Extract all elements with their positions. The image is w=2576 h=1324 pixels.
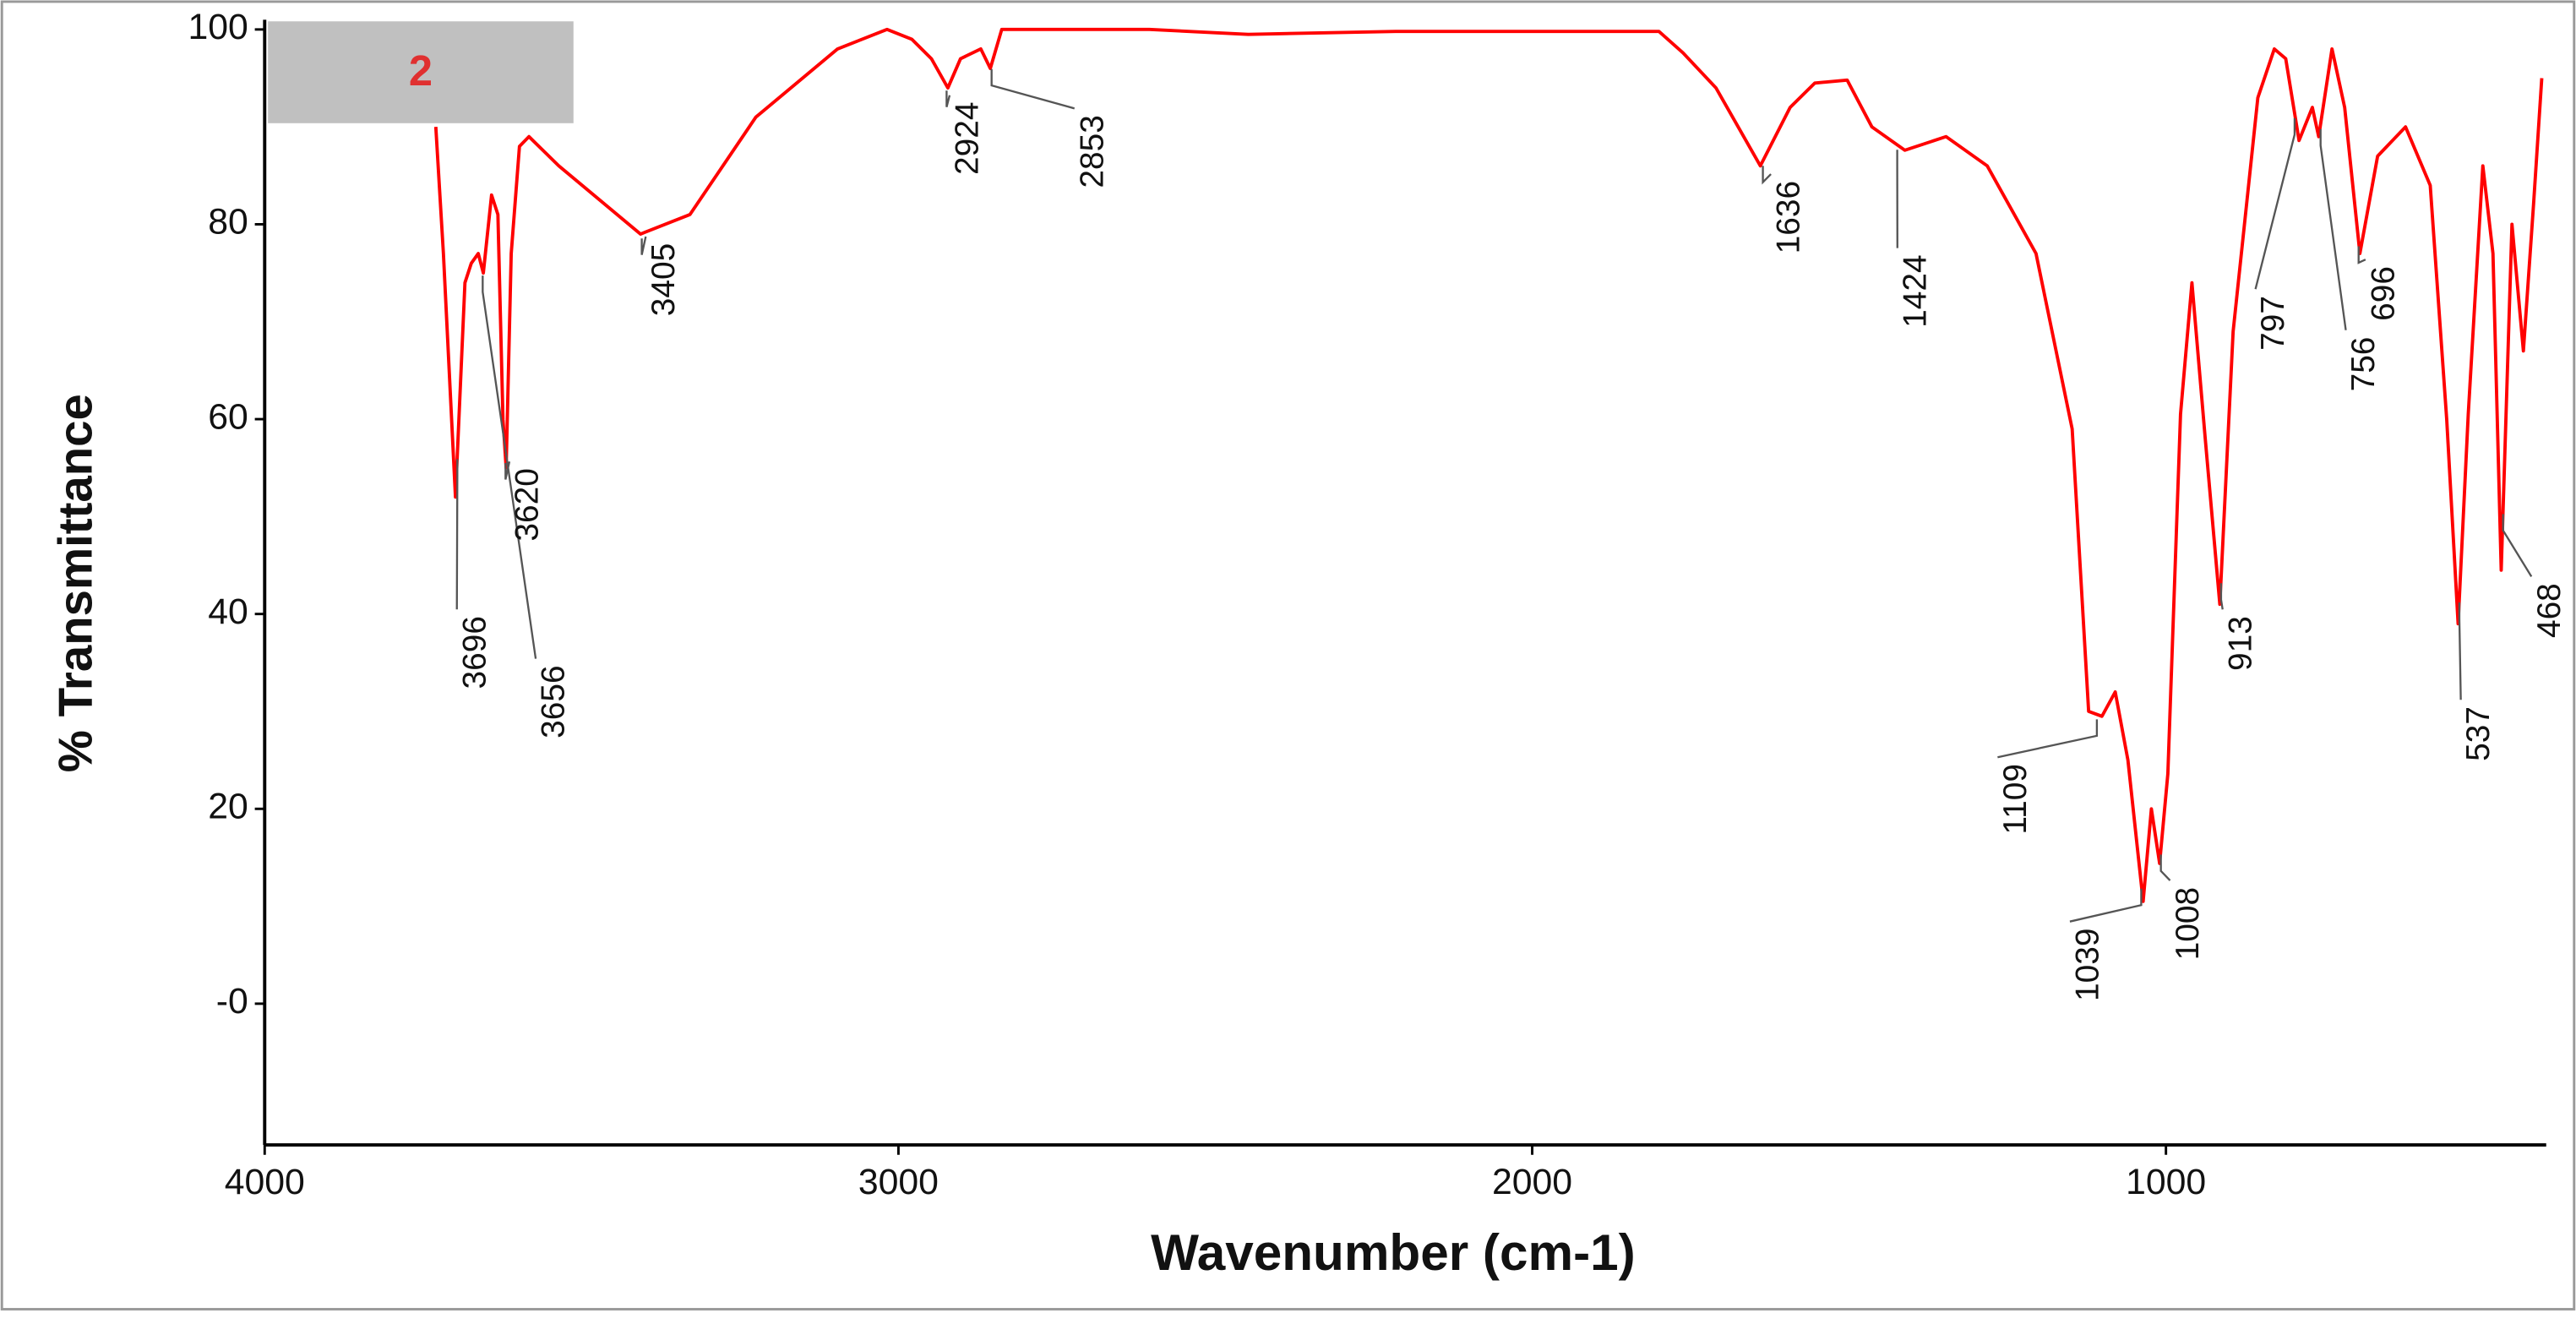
peak-leader: [482, 275, 537, 659]
x-tick-label: 4000: [225, 1162, 305, 1202]
sample-label: 2: [409, 46, 433, 95]
x-tick-label: 2000: [1492, 1162, 1572, 1202]
peak-label: 2853: [1074, 115, 1110, 188]
peak-leader: [455, 459, 459, 610]
peak-leader: [2357, 246, 2366, 264]
peak-label: 1008: [2170, 887, 2206, 960]
peak-label: 3405: [645, 243, 682, 316]
peak-leader: [640, 236, 647, 255]
peak-leader: [2458, 602, 2462, 700]
peak-label: 3696: [456, 616, 493, 689]
peak-label: 3620: [509, 468, 546, 541]
peak-label: 1039: [2070, 928, 2106, 1000]
y-tick-label: -0: [216, 981, 248, 1022]
peak-label: 1636: [1771, 181, 1807, 253]
y-tick-label: 80: [208, 202, 248, 242]
peak-leader: [2254, 117, 2296, 290]
peak-label: 2924: [950, 102, 986, 175]
peak-leader: [990, 68, 1076, 110]
peak-label: 756: [2345, 337, 2382, 392]
sample-box: [268, 21, 574, 123]
y-tick-label: 20: [208, 787, 248, 827]
peak-leader: [945, 90, 951, 107]
peak-leader: [1997, 719, 2099, 759]
x-tick-label: 1000: [2126, 1162, 2206, 1202]
peak-leader: [2502, 514, 2533, 578]
peak-leader: [2159, 854, 2171, 881]
peak-label: 537: [2460, 706, 2497, 761]
peak-leader: [504, 461, 511, 480]
y-tick-label: 60: [208, 396, 248, 437]
peak-label: 913: [2222, 616, 2258, 671]
peak-leader: [2219, 583, 2224, 610]
y-tick-label: 40: [208, 591, 248, 632]
x-tick-label: 3000: [858, 1162, 939, 1202]
peak-label: 3656: [536, 665, 572, 738]
y-tick-label: 100: [188, 7, 248, 47]
peak-label: 1109: [1997, 764, 2034, 835]
spectrum-line: [433, 27, 2544, 903]
peak-leader: [2319, 128, 2347, 330]
peak-leader: [1762, 166, 1772, 185]
peak-label: 1424: [1897, 254, 1933, 327]
peak-leader: [2069, 888, 2143, 923]
peak-label: 797: [2255, 296, 2291, 351]
y-axis-title: % Transmittance: [48, 394, 101, 772]
peak-label: 696: [2365, 266, 2401, 321]
x-axis-title: Wavenumber (cm-1): [1151, 1223, 1636, 1281]
peak-label: 468: [2531, 583, 2568, 638]
